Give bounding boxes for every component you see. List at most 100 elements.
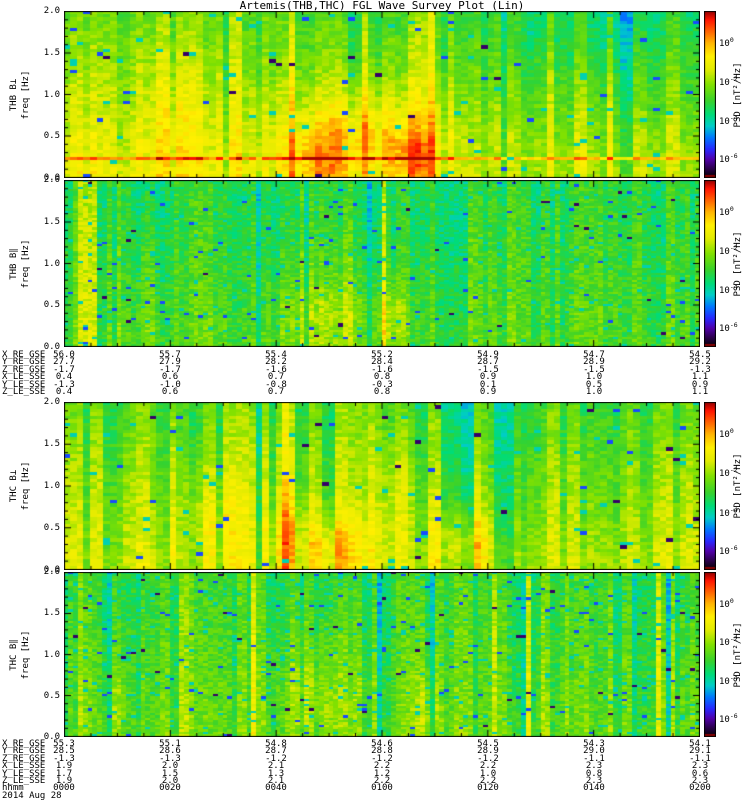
psd-tick-label: 10-6 bbox=[719, 321, 738, 335]
plot-title: Artemis(THB,THC) FGL Wave Survey Plot (L… bbox=[239, 0, 525, 12]
panel-name-label: THC B⊥ bbox=[9, 469, 19, 503]
psd-tick-label: 10-2 bbox=[719, 74, 738, 88]
ephemeris-value: 28.5 bbox=[53, 746, 75, 757]
ephemeris-value: 28.6 bbox=[159, 746, 181, 757]
psd-tick-label: 10-6 bbox=[719, 152, 738, 166]
ephemeris-value: 54.3 bbox=[583, 739, 605, 749]
ephemeris-row-label: Z_LE_SSE bbox=[2, 387, 46, 397]
ephemeris-row-label: Y_LE_SSE bbox=[2, 379, 46, 390]
ephemeris-value: 28.7 bbox=[265, 746, 287, 757]
time-axis-label: hhmm bbox=[2, 783, 24, 794]
ephemeris-value: -1.0 bbox=[159, 379, 181, 390]
time-tick-label: 0200 bbox=[689, 783, 711, 794]
ephemeris-row-label: X_LE_SSE bbox=[2, 761, 46, 772]
ephemeris-value: 0.7 bbox=[267, 387, 285, 397]
panel-name-label: THB B∥ bbox=[9, 247, 19, 280]
ephemeris-value: 27.9 bbox=[159, 357, 181, 368]
ephemeris-value: 55.7 bbox=[159, 350, 181, 360]
ephemeris-value: -1.5 bbox=[477, 364, 499, 375]
ephemeris-value: 1.9 bbox=[55, 776, 73, 786]
ephemeris-value: -1.6 bbox=[371, 364, 393, 375]
psd-tick-label: 10-6 bbox=[719, 711, 738, 725]
ephemeris-row-label: X_RE_GSE bbox=[2, 350, 46, 360]
ephemeris-value: 0.6 bbox=[161, 387, 179, 397]
time-tick-label: 0140 bbox=[583, 783, 605, 794]
ephemeris-value: 1.3 bbox=[267, 768, 285, 779]
ephemeris-value: -1.5 bbox=[583, 364, 605, 375]
ephemeris-value: 27.7 bbox=[53, 357, 75, 368]
freq-tick-label: 2.0 bbox=[43, 397, 60, 407]
psd-tick-label: 10-4 bbox=[719, 673, 738, 687]
ephemeris-value: 55.3 bbox=[53, 739, 75, 749]
psd-tick-label: 10-2 bbox=[719, 466, 738, 480]
psd-tick-label: 10-4 bbox=[719, 113, 738, 127]
ephemeris-value: 2.2 bbox=[373, 761, 391, 772]
ephemeris-value: 2.2 bbox=[373, 776, 391, 786]
spectrogram-panel-thb-bpar: THB B∥ freq [Hz] PSD [nT²/Hz] 2.0 1.5 1.0 0… bbox=[0, 176, 750, 352]
ephemeris-value: 1.5 bbox=[161, 768, 179, 779]
ephemeris-value: 0.6 bbox=[691, 768, 709, 779]
ephemeris-value: -1.7 bbox=[53, 364, 75, 375]
ephemeris-value: 29.0 bbox=[583, 746, 605, 757]
freq-tick-label: 0.0 bbox=[43, 342, 60, 352]
ephemeris-value: 0.7 bbox=[267, 372, 285, 383]
ephemeris-row-label: X_RE_GSE bbox=[2, 739, 46, 749]
freq-tick-label: 0.5 bbox=[43, 690, 60, 701]
panel-axis-label: THC B∥ freq [Hz] bbox=[8, 630, 32, 679]
ephemeris-value: 2.3 bbox=[585, 776, 603, 786]
ephemeris-value: -1.2 bbox=[265, 753, 287, 764]
ephemeris-value: 2.0 bbox=[161, 776, 179, 786]
ephemeris-value: 2.2 bbox=[479, 761, 497, 772]
spectrogram-panel-thc-bperp: THC B⊥ freq [Hz] PSD [nT²/Hz] 2.0 1.5 1.0 0… bbox=[0, 398, 750, 575]
ephemeris-value: 54.6 bbox=[371, 739, 393, 749]
ephemeris-row-label: Z_RE_GSE bbox=[2, 364, 46, 375]
psd-tick-label: 100 bbox=[719, 596, 734, 610]
psd-tick-label: 10-2 bbox=[719, 634, 738, 648]
psd-tick-label: 100 bbox=[719, 205, 734, 219]
ephemeris-value: 28.9 bbox=[477, 746, 499, 757]
panel-name-label: THB B⊥ bbox=[9, 78, 19, 111]
psd-tick-label: 100 bbox=[719, 36, 734, 50]
ephemeris-value: 1.0 bbox=[479, 768, 497, 779]
ephemeris-value: -1.2 bbox=[477, 753, 499, 764]
ephemeris-value: 0.6 bbox=[161, 372, 179, 383]
ephemeris-value: 1.1 bbox=[691, 387, 709, 397]
ephemeris-value: 0.8 bbox=[373, 372, 391, 383]
ephemeris-value: 1.7 bbox=[55, 768, 73, 779]
ephemeris-value: 0.8 bbox=[373, 387, 391, 397]
ephemeris-value: 54.7 bbox=[583, 350, 605, 360]
colorbar bbox=[704, 572, 716, 737]
freq-tick-label: 0.0 bbox=[43, 732, 60, 742]
freq-tick-label: 1.5 bbox=[43, 439, 60, 449]
ephemeris-value: 28.7 bbox=[477, 357, 499, 368]
ephemeris-value: 0.4 bbox=[55, 387, 73, 397]
ephemeris-value: 54.8 bbox=[265, 739, 287, 749]
ephemeris-row-label: Y_RE_GSE bbox=[2, 746, 46, 757]
ephemeris-value: 0.1 bbox=[479, 379, 497, 390]
ephemeris-value: 28.8 bbox=[371, 746, 393, 757]
freq-axis-label: freq [Hz] bbox=[21, 239, 31, 288]
ephemeris-value: 0.8 bbox=[585, 768, 603, 779]
ephemeris-value: 2.0 bbox=[161, 761, 179, 772]
freq-tick-label: 1.5 bbox=[43, 47, 60, 58]
ephemeris-value: 0.9 bbox=[691, 379, 709, 390]
ephemeris-value: 28.9 bbox=[583, 357, 605, 368]
ephemeris-value: 1.2 bbox=[373, 768, 391, 779]
time-tick-label: 0000 bbox=[53, 783, 75, 794]
freq-tick-label: 2.0 bbox=[43, 6, 60, 16]
time-tick-label: 0100 bbox=[371, 783, 393, 794]
ephemeris-value: -1.2 bbox=[371, 753, 393, 764]
ephemeris-value: 2.2 bbox=[479, 776, 497, 786]
freq-tick-label: 0.0 bbox=[43, 173, 60, 183]
ephemeris-value: 0.9 bbox=[479, 372, 497, 383]
colorbar bbox=[704, 11, 716, 178]
freq-tick-label: 1.0 bbox=[43, 258, 60, 269]
ephemeris-value: 0.5 bbox=[585, 379, 603, 390]
date-label: 2014 Aug 28 bbox=[2, 790, 62, 801]
ephemeris-value: 2.1 bbox=[267, 776, 285, 786]
psd-tick-label: 10-4 bbox=[719, 282, 738, 296]
ephemeris-value: 56.0 bbox=[53, 350, 75, 360]
freq-tick-label: 0.5 bbox=[43, 131, 60, 142]
freq-tick-label: 1.5 bbox=[43, 608, 60, 619]
ephemeris-value: 29.2 bbox=[689, 357, 711, 368]
